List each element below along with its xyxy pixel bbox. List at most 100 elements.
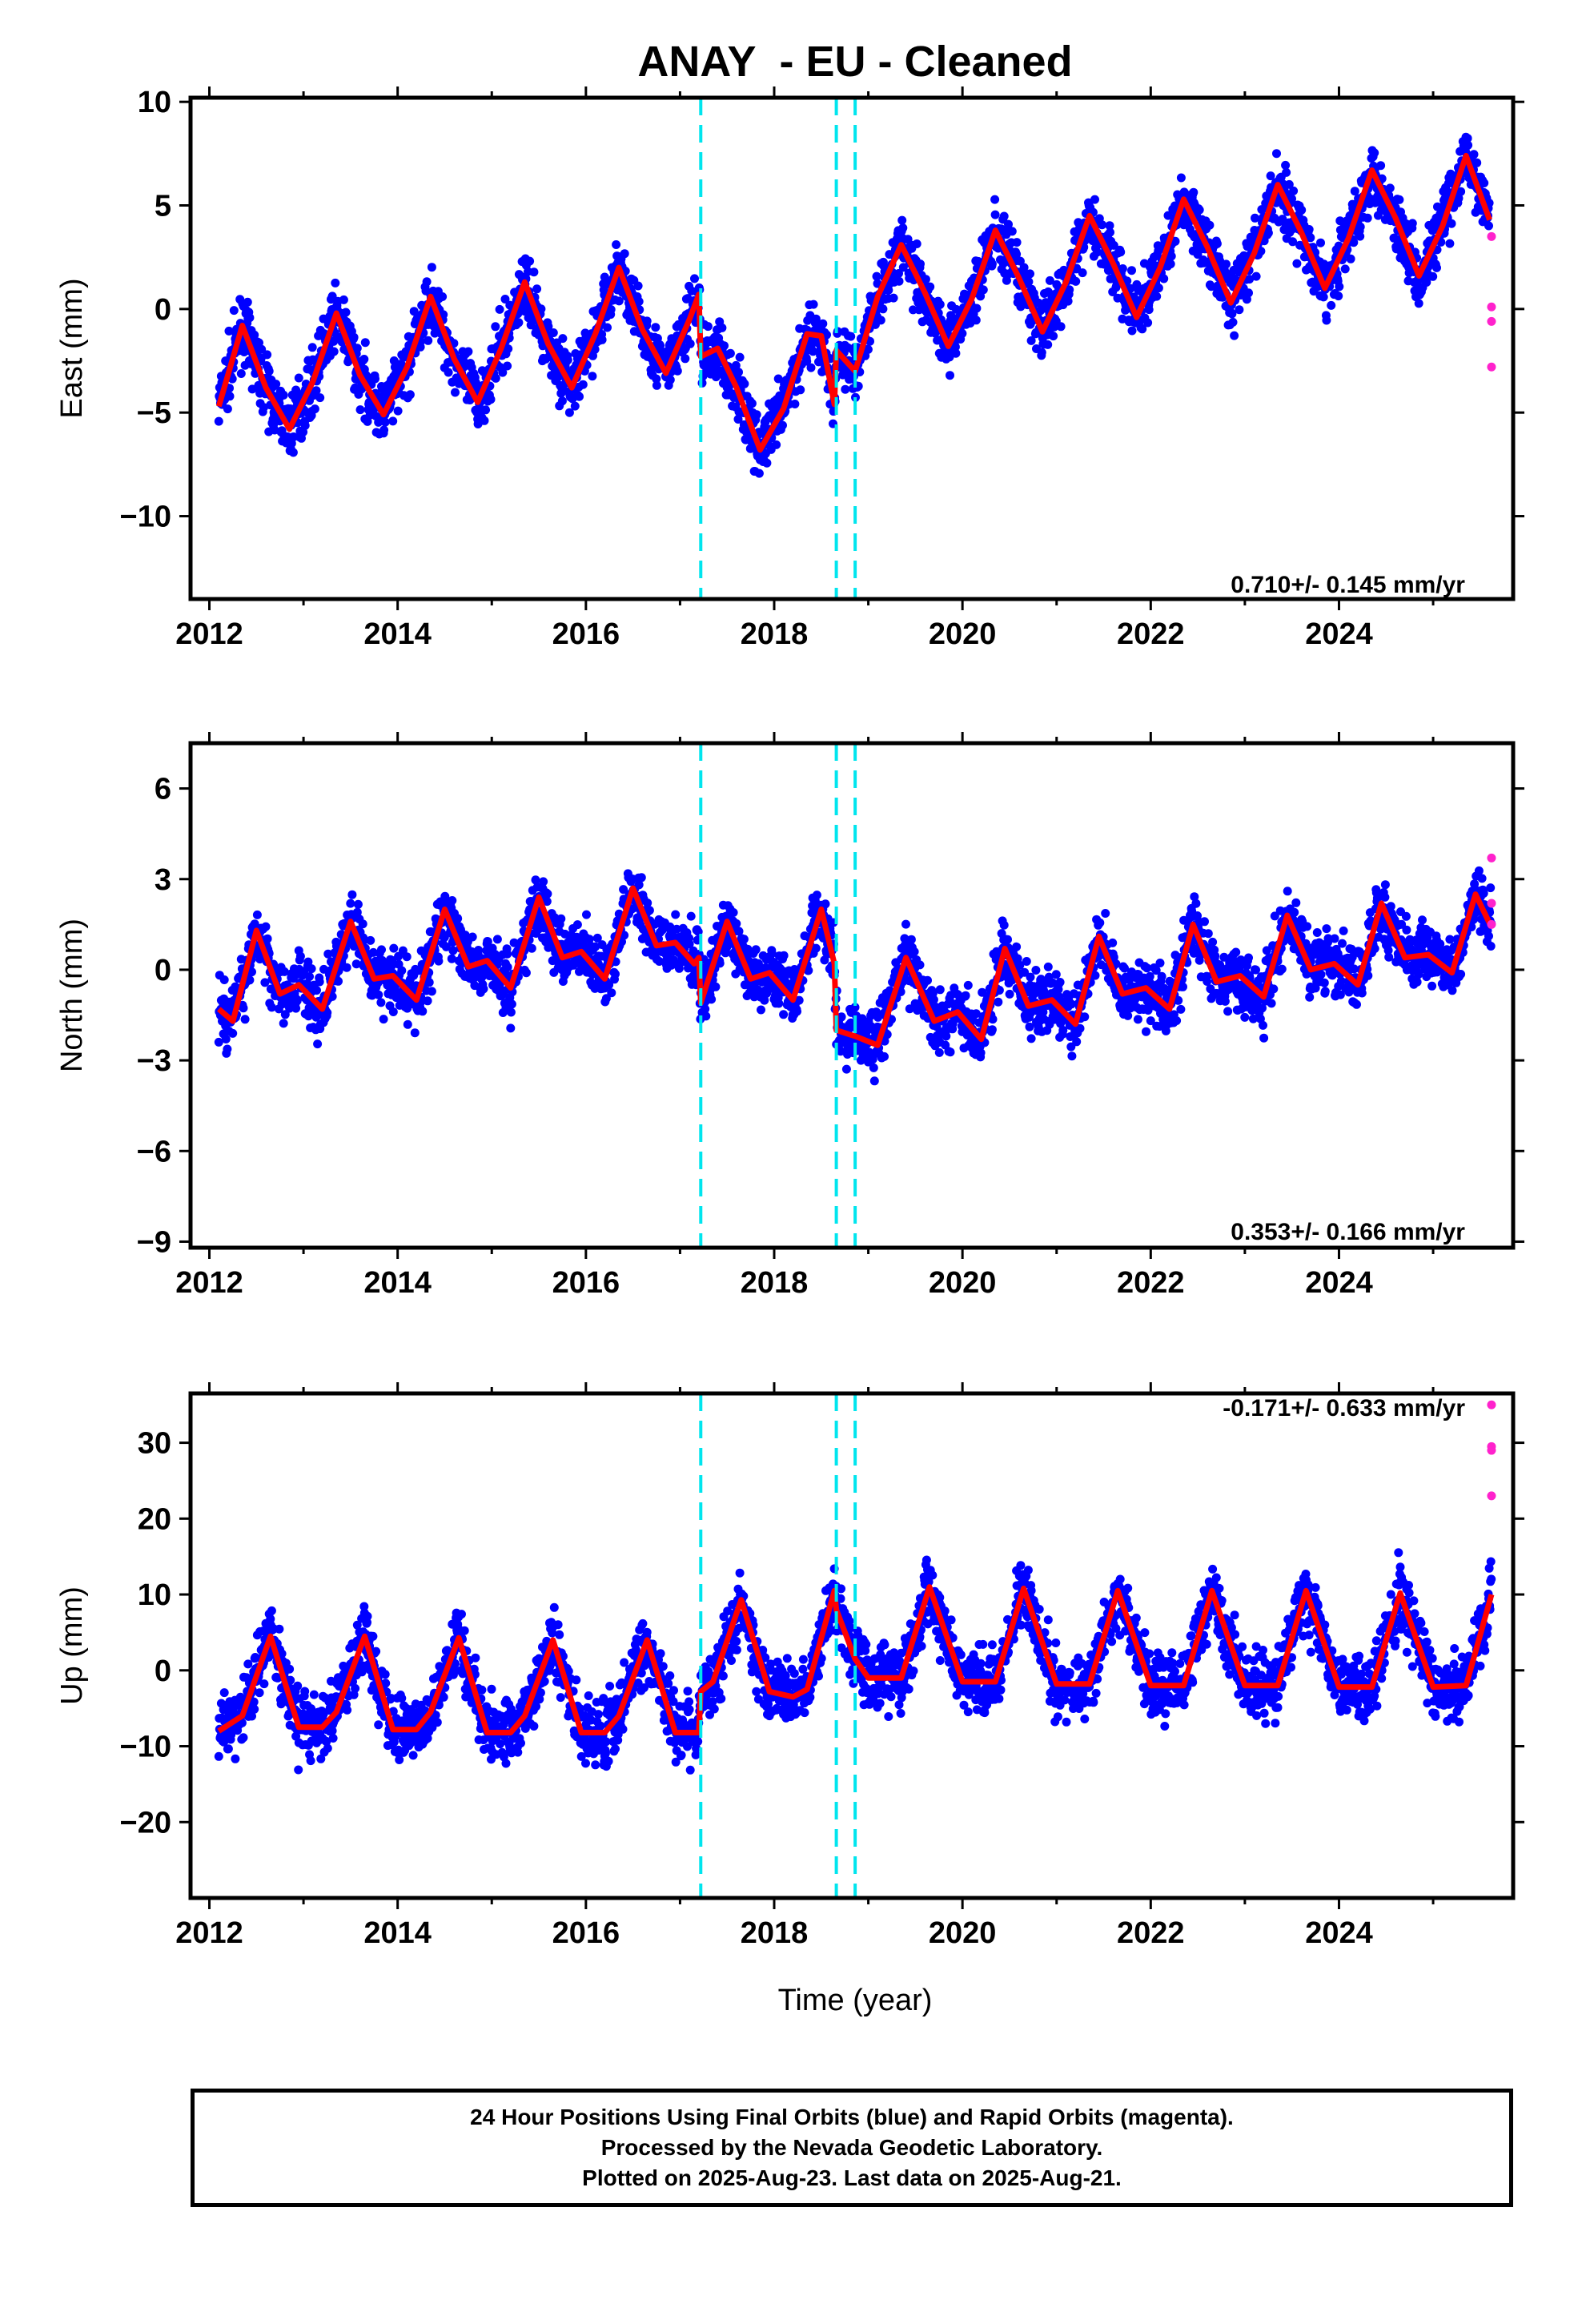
- east-point: [1281, 160, 1291, 170]
- east-point: [1422, 278, 1431, 287]
- north-point: [779, 1010, 789, 1019]
- east-model-line: [215, 152, 1492, 453]
- east-point: [990, 195, 1000, 204]
- east-point: [972, 304, 982, 313]
- east-point: [1284, 179, 1294, 189]
- east-point: [894, 269, 903, 278]
- east-point: [409, 307, 419, 316]
- east-point: [1376, 161, 1386, 171]
- north-point: [739, 935, 749, 944]
- north-point: [880, 1051, 889, 1061]
- east-point: [926, 282, 935, 292]
- east-point: [1109, 240, 1118, 250]
- east-point: [889, 293, 898, 303]
- east-point: [1065, 285, 1074, 295]
- east-x-tick-label: 2022: [1117, 617, 1185, 651]
- east-point: [720, 341, 729, 351]
- north-point: [506, 1023, 516, 1033]
- north-point: [582, 910, 591, 919]
- east-point: [651, 323, 661, 332]
- east-point: [1244, 288, 1253, 298]
- east-point: [1445, 239, 1455, 248]
- east-point: [525, 256, 535, 266]
- east-point: [1116, 247, 1126, 257]
- east-y-tick-label: 5: [155, 190, 171, 223]
- east-point: [430, 328, 440, 338]
- north-panel: 2012 2014 2016 2018 2020 2022 2024−9−6−3036Nor…: [55, 732, 1524, 1300]
- north-point: [252, 910, 262, 919]
- east-point: [1263, 228, 1273, 238]
- east-point: [1432, 263, 1441, 272]
- north-point: [812, 891, 821, 900]
- east-point: [349, 332, 359, 342]
- east-point: [634, 297, 644, 306]
- east-point: [1407, 219, 1417, 228]
- north-point: [909, 947, 919, 956]
- east-point: [422, 277, 432, 287]
- east-point: [491, 322, 500, 332]
- east-point: [1222, 259, 1231, 269]
- east-point: [1126, 283, 1135, 293]
- east-point: [1071, 276, 1081, 286]
- east-point: [360, 338, 370, 348]
- east-point: [1127, 266, 1136, 275]
- east-point: [1428, 271, 1438, 281]
- east-point: [790, 400, 800, 408]
- north-point: [423, 996, 432, 1006]
- east-point: [1272, 149, 1281, 159]
- east-point: [1004, 219, 1013, 229]
- north-point: [671, 910, 681, 919]
- east-point: [257, 344, 267, 354]
- east-point: [846, 332, 856, 341]
- north-point: [503, 949, 512, 959]
- east-point: [405, 390, 415, 400]
- east-point: [811, 314, 821, 324]
- north-point: [976, 1048, 986, 1058]
- east-point: [1024, 277, 1034, 287]
- north-point: [906, 935, 916, 944]
- north-point: [303, 957, 313, 967]
- east-y-tick-label: 10: [138, 86, 171, 119]
- east-point: [329, 347, 339, 356]
- east-point: [1484, 221, 1493, 231]
- north-point: [305, 972, 314, 981]
- north-point: [312, 986, 321, 995]
- east-point: [1090, 195, 1099, 204]
- east-point: [1472, 158, 1482, 167]
- east-point: [1447, 219, 1456, 228]
- east-point: [588, 372, 597, 381]
- east-point: [1049, 332, 1058, 341]
- east-point: [603, 323, 612, 332]
- north-point: [214, 1037, 223, 1047]
- east-point: [1289, 186, 1299, 195]
- east-point: [491, 373, 500, 383]
- east-point: [1306, 233, 1315, 243]
- east-point: [1349, 238, 1359, 247]
- east-point: [1078, 268, 1087, 278]
- east-point: [703, 322, 713, 332]
- east-point: [1166, 251, 1176, 261]
- north-point: [915, 960, 925, 970]
- north-point: [779, 951, 789, 960]
- north-point: [643, 899, 652, 907]
- east-point: [1456, 187, 1466, 196]
- east-point: [1355, 231, 1365, 241]
- east-x-tick-label: 2020: [929, 617, 997, 651]
- east-point: [544, 322, 553, 332]
- east-point: [505, 300, 515, 310]
- east-point: [740, 379, 749, 388]
- north-point: [999, 920, 1009, 930]
- east-point: [438, 292, 448, 301]
- east-point: [809, 347, 818, 356]
- north-point: [929, 995, 938, 1004]
- north-point: [543, 889, 552, 899]
- north-point: [279, 967, 289, 976]
- north-point: [869, 1076, 879, 1086]
- east-point: [327, 292, 337, 301]
- east-point: [1045, 275, 1054, 285]
- east-point: [673, 366, 682, 376]
- north-point: [434, 956, 444, 966]
- east-point: [1414, 299, 1423, 308]
- east-point: [380, 417, 390, 427]
- north-point: [963, 980, 973, 990]
